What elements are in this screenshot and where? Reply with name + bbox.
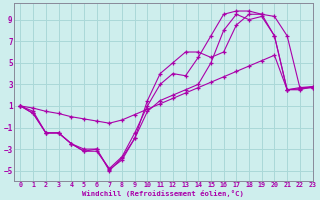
X-axis label: Windchill (Refroidissement éolien,°C): Windchill (Refroidissement éolien,°C): [82, 190, 244, 197]
